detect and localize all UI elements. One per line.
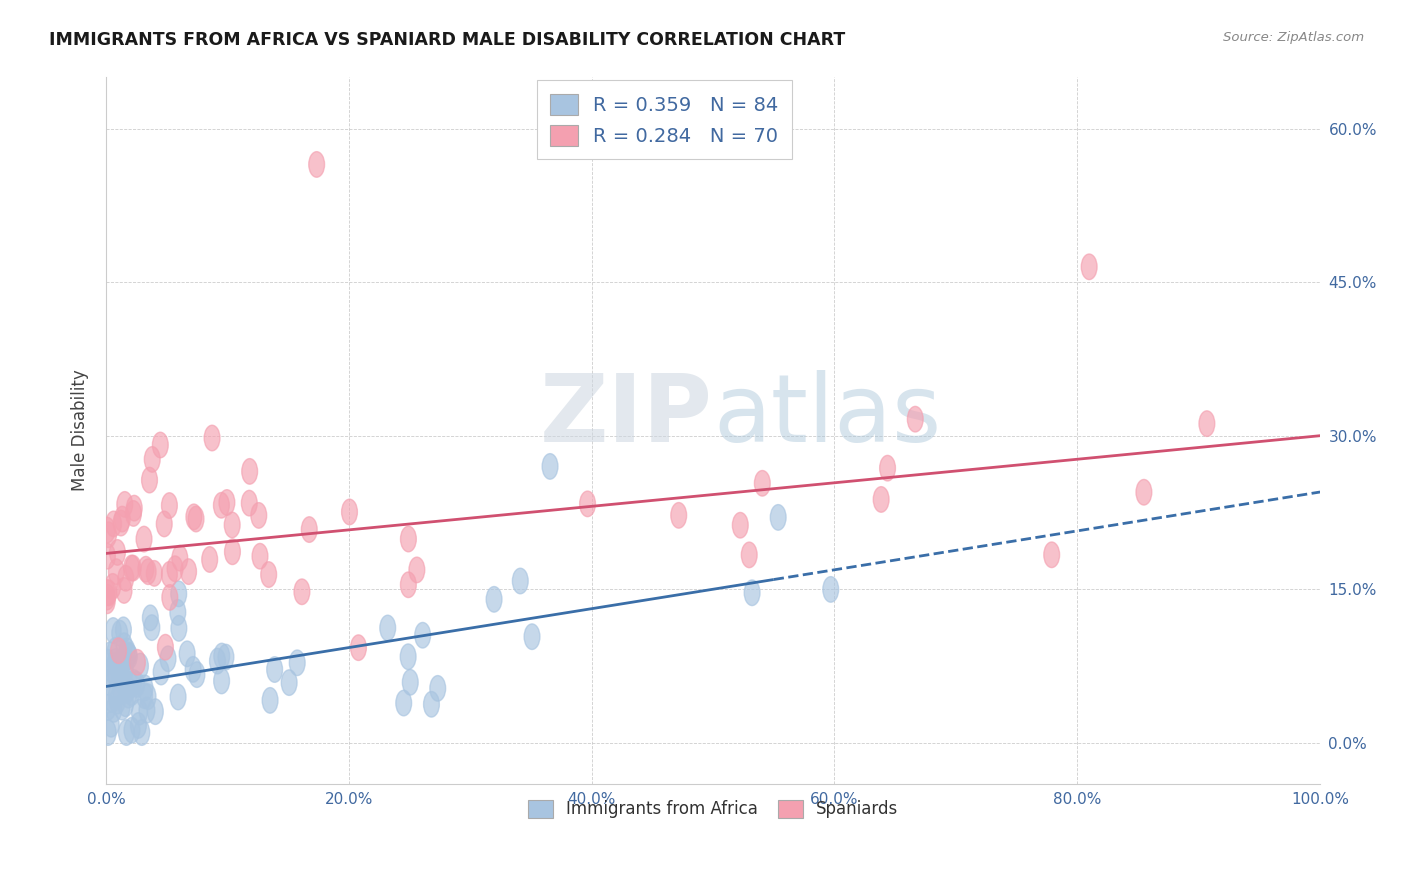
Text: atlas: atlas (713, 370, 941, 462)
Text: Source: ZipAtlas.com: Source: ZipAtlas.com (1223, 31, 1364, 45)
Text: ZIP: ZIP (540, 370, 713, 462)
Y-axis label: Male Disability: Male Disability (72, 369, 89, 491)
Legend: Immigrants from Africa, Spaniards: Immigrants from Africa, Spaniards (522, 793, 905, 825)
Text: IMMIGRANTS FROM AFRICA VS SPANIARD MALE DISABILITY CORRELATION CHART: IMMIGRANTS FROM AFRICA VS SPANIARD MALE … (49, 31, 845, 49)
